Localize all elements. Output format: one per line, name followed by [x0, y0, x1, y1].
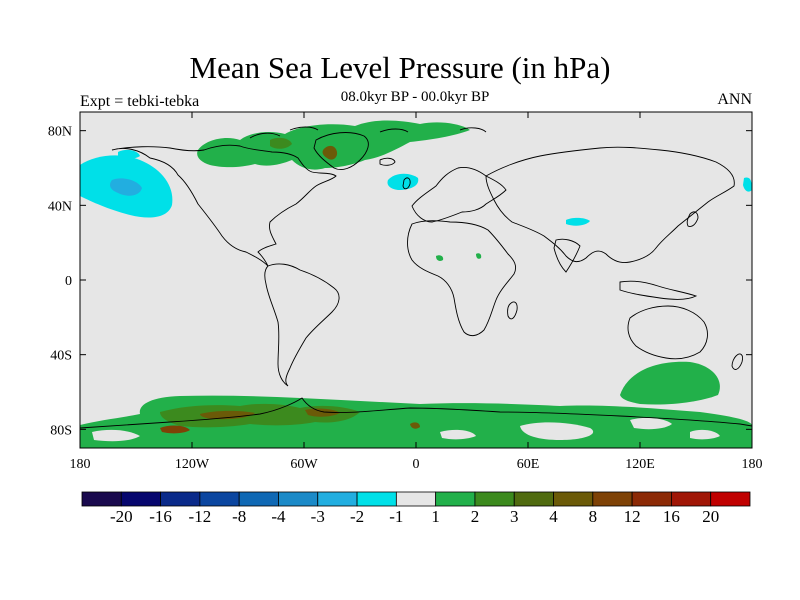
anomaly-antarctic-gap-5 [440, 429, 476, 440]
colorbar-label: -20 [110, 507, 133, 526]
anomaly-antarctic-brown-4 [410, 422, 420, 429]
anomaly-antarctic-gap-3 [630, 417, 672, 430]
anomaly-north-pacific-small [118, 149, 140, 160]
colorbar-swatch [513, 491, 554, 507]
coast-iceland [379, 157, 396, 166]
coast-europe [411, 167, 507, 223]
chart-title: Mean Sea Level Pressure (in hPa) [189, 50, 611, 85]
lat-tick-label: 40N [48, 199, 72, 214]
lat-tick-label: 0 [65, 274, 72, 289]
season-label: ANN [717, 91, 752, 108]
lon-tick-label: 180 [70, 457, 91, 472]
coast-antarctica [80, 397, 752, 429]
coast-indonesia [619, 280, 698, 300]
colorbar-label: -4 [271, 507, 286, 526]
colorbar-label: 8 [589, 507, 598, 526]
coast-japan [686, 211, 699, 227]
lat-tick-label: 80N [48, 125, 72, 140]
coast-asia [485, 146, 735, 263]
map-axis-ticks: 180 120W 60W 0 60E 120E 180 80N 40N 0 40S 80S [48, 112, 763, 472]
colorbar-label: -8 [232, 507, 246, 526]
colorbar-label: 2 [471, 507, 480, 526]
anomaly-antarctic-gap-1 [92, 429, 140, 442]
map-panel: 180 120W 60W 0 60E 120E 180 80N 40N 0 40S 80S [48, 111, 763, 472]
anomaly-antarctic-brown-3 [160, 425, 190, 434]
colorbar-label: 16 [663, 507, 680, 526]
lon-tick-label: 60W [290, 457, 318, 472]
colorbar-label: 1 [431, 507, 440, 526]
lon-tick-label: 120W [175, 457, 210, 472]
coast-australia [627, 305, 708, 360]
anomaly-africa-green-2 [476, 253, 482, 259]
colorbar-swatch [395, 491, 437, 507]
anomaly-arctic-olive [270, 137, 292, 149]
colorbar-swatch [120, 491, 161, 507]
colorbar-label: -12 [189, 507, 212, 526]
anomaly-arctic-green [197, 120, 470, 170]
colorbar-swatch [435, 491, 476, 507]
colorbar-label: 4 [549, 507, 558, 526]
coast-arctic-islands [249, 126, 487, 139]
chart-subtitle: 08.0kyr BP - 00.0kyr BP [340, 89, 490, 105]
colorbar-swatch [81, 491, 122, 507]
colorbar-swatch [356, 491, 397, 507]
colorbar-swatch [592, 491, 633, 507]
colorbar-swatch [710, 491, 751, 507]
lon-tick-label: 120E [625, 457, 655, 472]
anomaly-antarctic-gap-4 [690, 429, 720, 440]
anomaly-southern-ocean-green [620, 361, 720, 405]
coast-greenland [313, 132, 369, 171]
lon-tick-label: 0 [413, 457, 420, 472]
experiment-label: Expt = tebki-tebka [80, 93, 200, 110]
colorbar: -20 -16 -12 -8 -4 -3 -2 -1 1 2 3 4 8 12 16 20 [81, 491, 751, 526]
anomaly-antarctic-brown [200, 410, 255, 420]
colorbar-swatch [474, 491, 515, 507]
coast-north-america [111, 144, 337, 267]
lon-tick-label: 180 [742, 457, 763, 472]
colorbar-label: 12 [624, 507, 641, 526]
coast-india [553, 238, 581, 273]
colorbar-label: -3 [311, 507, 325, 526]
colorbar-label: -2 [350, 507, 364, 526]
colorbar-swatch [317, 491, 358, 507]
coast-madagascar [507, 301, 518, 320]
anomaly-africa-green-1 [436, 255, 444, 261]
colorbar-swatch [278, 491, 319, 507]
coast-south-america [264, 263, 340, 387]
anomaly-arctic-brown [322, 145, 338, 160]
coastlines [80, 126, 752, 429]
coast-africa [407, 220, 517, 337]
colorbar-swatch [671, 491, 712, 507]
colorbar-swatch [553, 491, 594, 507]
anomaly-central-asia-cyan [566, 217, 590, 226]
lat-tick-label: 40S [50, 349, 72, 364]
colorbar-swatch [238, 491, 279, 507]
colorbar-label: 3 [510, 507, 519, 526]
anomaly-north-pacific-blue [110, 178, 142, 196]
coast-new-zealand [731, 353, 743, 370]
colorbar-swatch [631, 491, 672, 507]
colorbar-label: -1 [389, 507, 403, 526]
lat-tick-label: 80S [50, 423, 72, 438]
anomaly-east-pacific-edge [743, 177, 752, 192]
colorbar-swatch [160, 491, 201, 507]
colorbar-swatch [199, 491, 240, 507]
colorbar-label: -16 [149, 507, 172, 526]
coast-uk [402, 177, 411, 190]
anomaly-north-atlantic-cyan [387, 173, 419, 190]
colorbar-label: 20 [702, 507, 719, 526]
anomaly-shading [80, 120, 752, 448]
lon-tick-label: 60E [517, 457, 540, 472]
anomaly-antarctic-gap-2 [520, 422, 594, 440]
anomaly-antarctic-brown-2 [305, 408, 340, 417]
